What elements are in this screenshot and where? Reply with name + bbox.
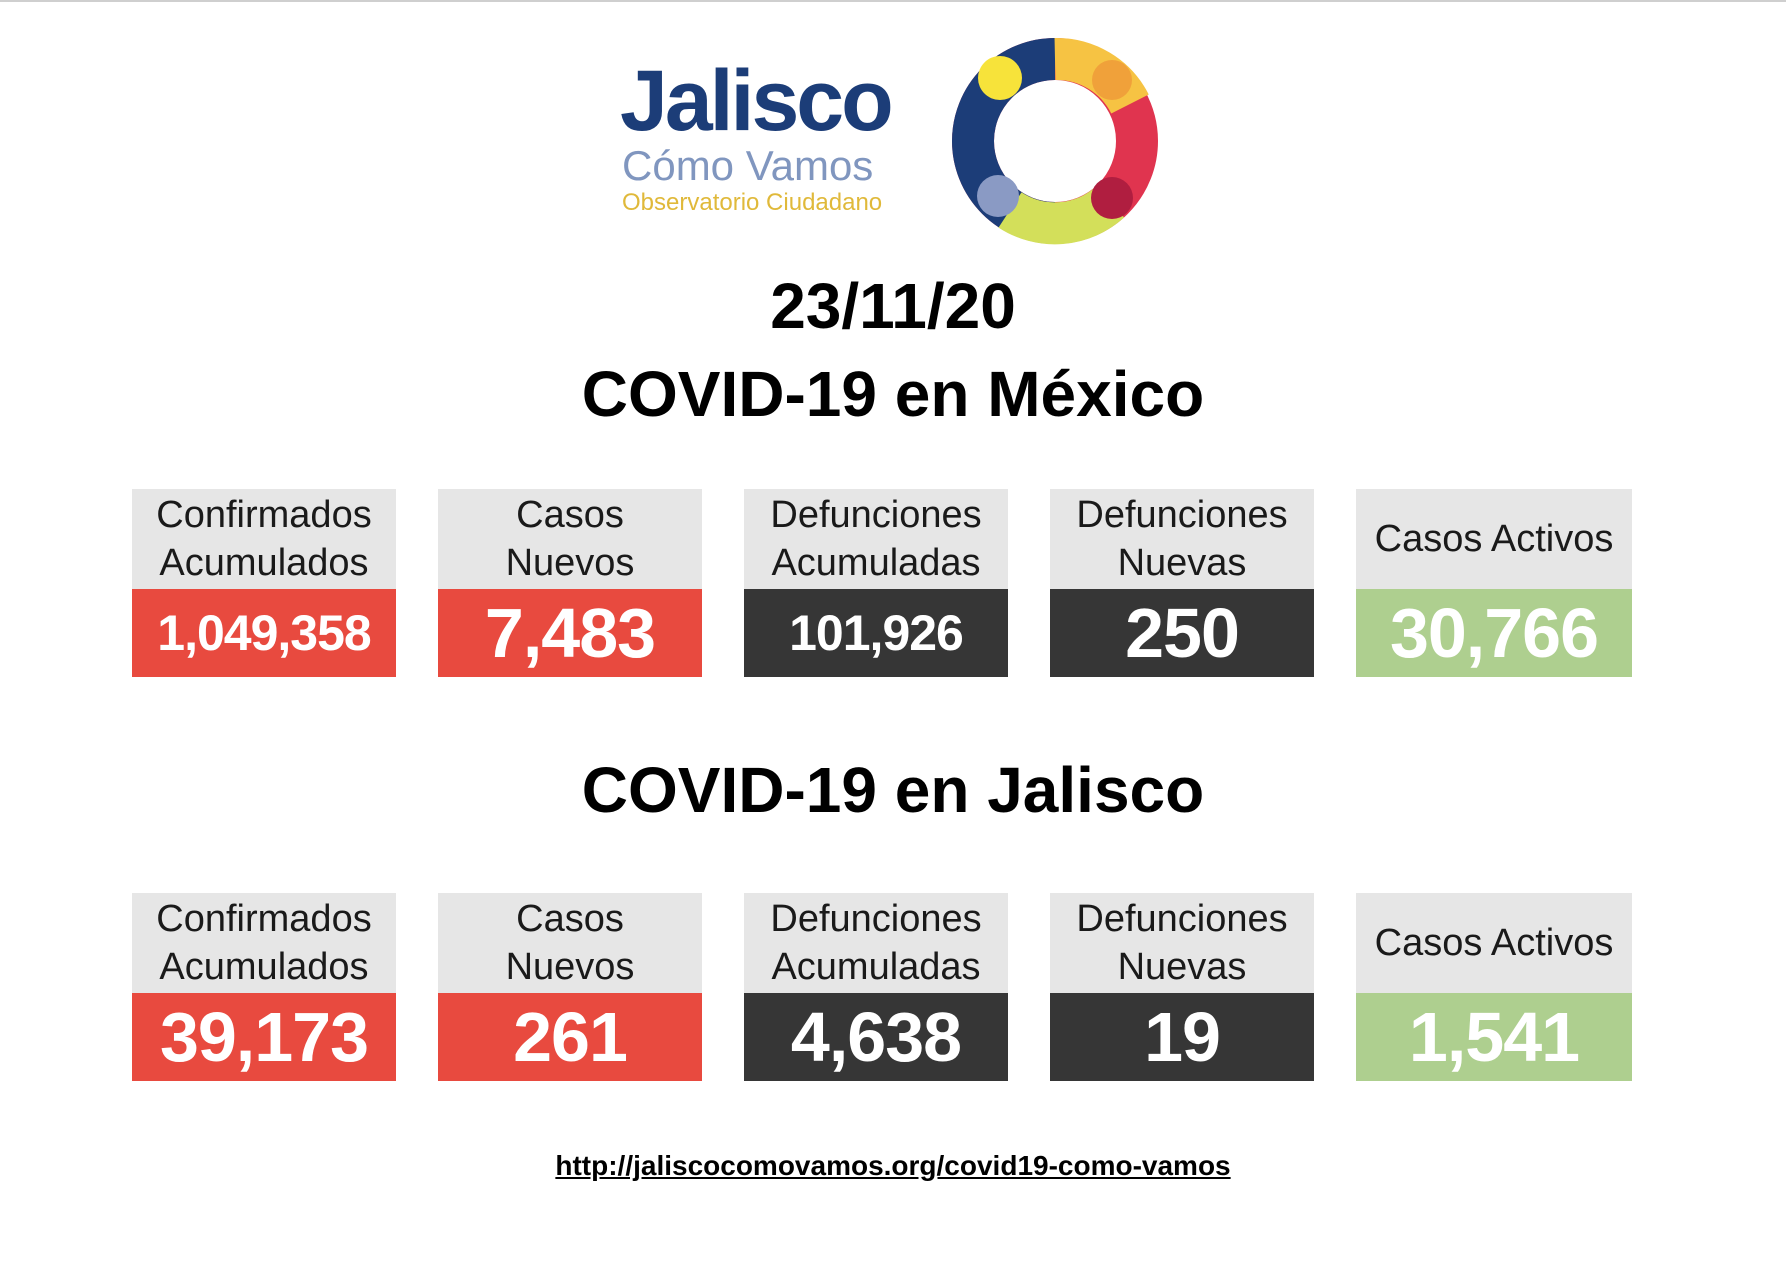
jalisco-confirmed-card: Confirmados Acumulados 39,173	[132, 893, 396, 1081]
jalisco-section-title: COVID-19 en Jalisco	[581, 754, 1205, 826]
jalisco-new-deaths-card: Defunciones Nuevas 19	[1050, 893, 1314, 1081]
logo-title: Jalisco	[620, 53, 894, 149]
ring-orange-dot	[1092, 60, 1132, 100]
logo-wordmark: Jalisco Cómo Vamos Observatorio Ciudadan…	[620, 58, 920, 218]
ring-yellow-dot	[978, 56, 1022, 100]
source-link[interactable]: http://jaliscocomovamos.org/covid19-como…	[555, 1150, 1231, 1181]
jalisco-active-cases-card: Casos Activos 1,541	[1356, 893, 1632, 1081]
stat-label: Confirmados Acumulados	[132, 489, 396, 589]
report-date: 23/11/20	[770, 270, 1016, 342]
stat-label: Casos Activos	[1356, 893, 1632, 993]
stat-value: 7,483	[438, 589, 702, 677]
mexico-stats-row: Confirmados Acumulados 1,049,358 Casos N…	[132, 489, 1632, 677]
stat-label: Confirmados Acumulados	[132, 893, 396, 993]
stat-label: Defunciones Acumuladas	[744, 489, 1008, 589]
logo-ring-icon	[952, 38, 1158, 245]
jalisco-new-cases-card: Casos Nuevos 261	[438, 893, 702, 1081]
stat-value: 4,638	[744, 993, 1008, 1081]
stat-value: 1,049,358	[132, 589, 396, 677]
jalisco-stats-row: Confirmados Acumulados 39,173 Casos Nuev…	[132, 893, 1632, 1081]
mexico-new-deaths-card: Defunciones Nuevas 250	[1050, 489, 1314, 677]
stat-value: 250	[1050, 589, 1314, 677]
stat-label: Defunciones Nuevas	[1050, 489, 1314, 589]
stat-value: 19	[1050, 993, 1314, 1081]
mexico-active-cases-card: Casos Activos 30,766	[1356, 489, 1632, 677]
logo-subtitle: Cómo Vamos	[622, 142, 874, 189]
stat-label: Casos Nuevos	[438, 489, 702, 589]
mexico-section-title: COVID-19 en México	[581, 358, 1205, 430]
stat-value: 261	[438, 993, 702, 1081]
logo-tagline: Observatorio Ciudadano	[622, 189, 883, 216]
stat-label: Casos Activos	[1356, 489, 1632, 589]
stat-value: 30,766	[1356, 589, 1632, 677]
jalisco-como-vamos-logo: Jalisco Cómo Vamos Observatorio Ciudadan…	[620, 36, 1180, 246]
stat-label: Defunciones Nuevas	[1050, 893, 1314, 993]
ring-crimson-dot	[1091, 177, 1133, 219]
stat-value: 39,173	[132, 993, 396, 1081]
jalisco-deaths-card: Defunciones Acumuladas 4,638	[744, 893, 1008, 1081]
mexico-new-cases-card: Casos Nuevos 7,483	[438, 489, 702, 677]
ring-lavender-dot	[977, 175, 1019, 217]
stat-label: Defunciones Acumuladas	[744, 893, 1008, 993]
mexico-confirmed-card: Confirmados Acumulados 1,049,358	[132, 489, 396, 677]
stat-value: 101,926	[744, 589, 1008, 677]
top-divider	[0, 0, 1786, 2]
mexico-deaths-card: Defunciones Acumuladas 101,926	[744, 489, 1008, 677]
stat-label: Casos Nuevos	[438, 893, 702, 993]
stat-value: 1,541	[1356, 993, 1632, 1081]
